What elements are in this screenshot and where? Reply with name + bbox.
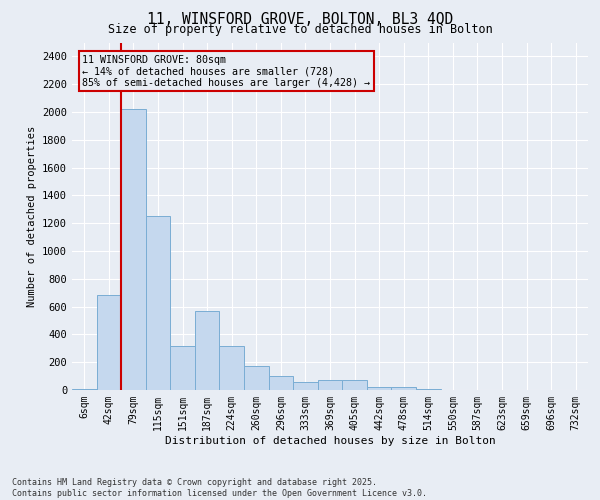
Bar — [367, 386, 391, 390]
Bar — [146, 216, 170, 390]
Bar — [269, 376, 293, 390]
Bar — [97, 296, 121, 390]
Bar — [170, 346, 195, 390]
Text: 11 WINSFORD GROVE: 80sqm
← 14% of detached houses are smaller (728)
85% of semi-: 11 WINSFORD GROVE: 80sqm ← 14% of detach… — [82, 54, 370, 88]
X-axis label: Distribution of detached houses by size in Bolton: Distribution of detached houses by size … — [164, 436, 496, 446]
Y-axis label: Number of detached properties: Number of detached properties — [26, 126, 37, 307]
Bar — [195, 311, 220, 390]
Bar — [293, 382, 318, 390]
Text: Contains HM Land Registry data © Crown copyright and database right 2025.
Contai: Contains HM Land Registry data © Crown c… — [12, 478, 427, 498]
Text: 11, WINSFORD GROVE, BOLTON, BL3 4QD: 11, WINSFORD GROVE, BOLTON, BL3 4QD — [147, 12, 453, 28]
Bar — [244, 366, 269, 390]
Bar — [318, 380, 342, 390]
Bar — [121, 109, 146, 390]
Bar — [342, 380, 367, 390]
Bar — [220, 346, 244, 390]
Text: Size of property relative to detached houses in Bolton: Size of property relative to detached ho… — [107, 22, 493, 36]
Bar — [391, 387, 416, 390]
